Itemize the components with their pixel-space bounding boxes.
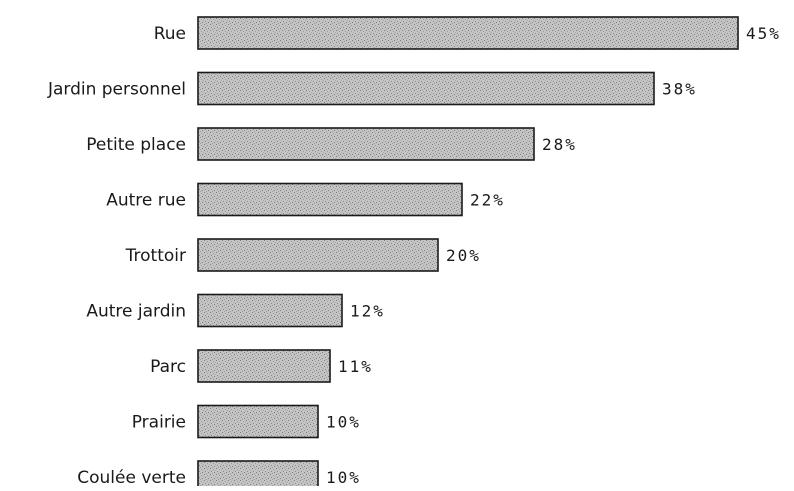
data-label: 11% <box>338 357 373 376</box>
bar <box>197 127 535 161</box>
bar <box>197 293 343 328</box>
bar <box>197 71 655 106</box>
bar <box>197 182 463 217</box>
category-label: Coulée verte <box>77 468 186 486</box>
category-label: Prairie <box>132 413 186 433</box>
bar <box>197 238 439 272</box>
data-label: 38% <box>662 80 697 99</box>
bar <box>197 460 319 491</box>
category-label: Petite place <box>86 135 186 155</box>
data-label: 10% <box>326 413 361 432</box>
category-label: Parc <box>150 357 186 377</box>
data-label: 10% <box>326 468 361 486</box>
category-label: Autre rue <box>106 191 186 211</box>
data-label: 12% <box>350 302 385 321</box>
data-label: 45% <box>746 24 781 43</box>
data-label: 28% <box>542 135 577 154</box>
category-label: Autre jardin <box>86 302 186 322</box>
data-label: 22% <box>470 191 505 210</box>
data-label: 20% <box>446 246 481 265</box>
category-label: Jardin personnel <box>47 80 186 100</box>
category-label: Rue <box>154 24 186 44</box>
bar <box>197 16 739 50</box>
bar <box>197 404 319 439</box>
category-label: Trottoir <box>125 246 186 266</box>
bar <box>197 349 331 383</box>
